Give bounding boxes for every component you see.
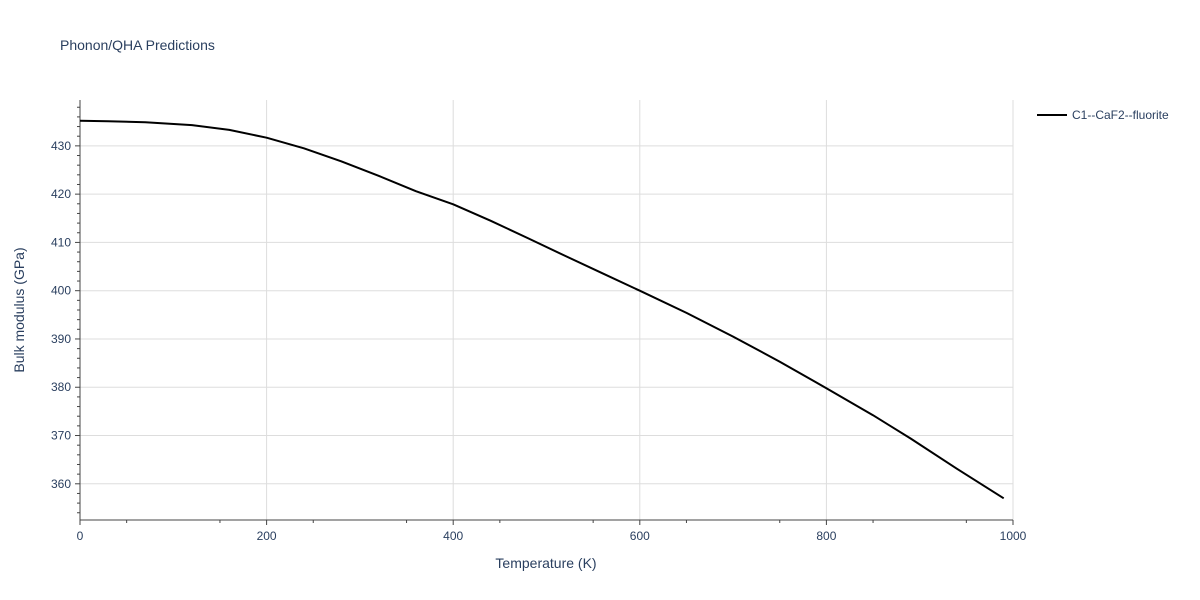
y-axis-label: Bulk modulus (GPa) <box>11 247 27 372</box>
x-tick-label: 800 <box>816 529 836 543</box>
y-tick-label: 430 <box>51 139 71 153</box>
y-tick-label: 360 <box>51 477 71 491</box>
legend-label: C1--CaF2--fluorite <box>1072 108 1169 122</box>
series-line <box>79 119 1005 500</box>
y-tick-label: 380 <box>51 380 71 394</box>
y-tick-label: 370 <box>51 429 71 443</box>
y-tick-label: 400 <box>51 284 71 298</box>
y-tick-label: 390 <box>51 332 71 346</box>
series-layer <box>79 119 1005 500</box>
x-axis-label: Temperature (K) <box>495 555 596 571</box>
y-tick-label: 410 <box>51 235 71 249</box>
x-tick-label: 400 <box>443 529 463 543</box>
grid <box>80 100 1014 520</box>
axes: 0 200 400 600 800 1000 360 370 380 390 400 410 420 43… <box>51 100 1027 543</box>
y-tick-label: 420 <box>51 187 71 201</box>
x-tick-label: 600 <box>630 529 650 543</box>
x-tick-label: 0 <box>77 529 84 543</box>
x-tick-label: 200 <box>257 529 277 543</box>
chart-title: Phonon/QHA Predictions <box>60 37 215 53</box>
legend-item[interactable]: C1--CaF2--fluorite <box>1037 108 1169 122</box>
x-tick-label: 1000 <box>1000 529 1027 543</box>
legend[interactable]: C1--CaF2--fluorite <box>1037 108 1169 122</box>
